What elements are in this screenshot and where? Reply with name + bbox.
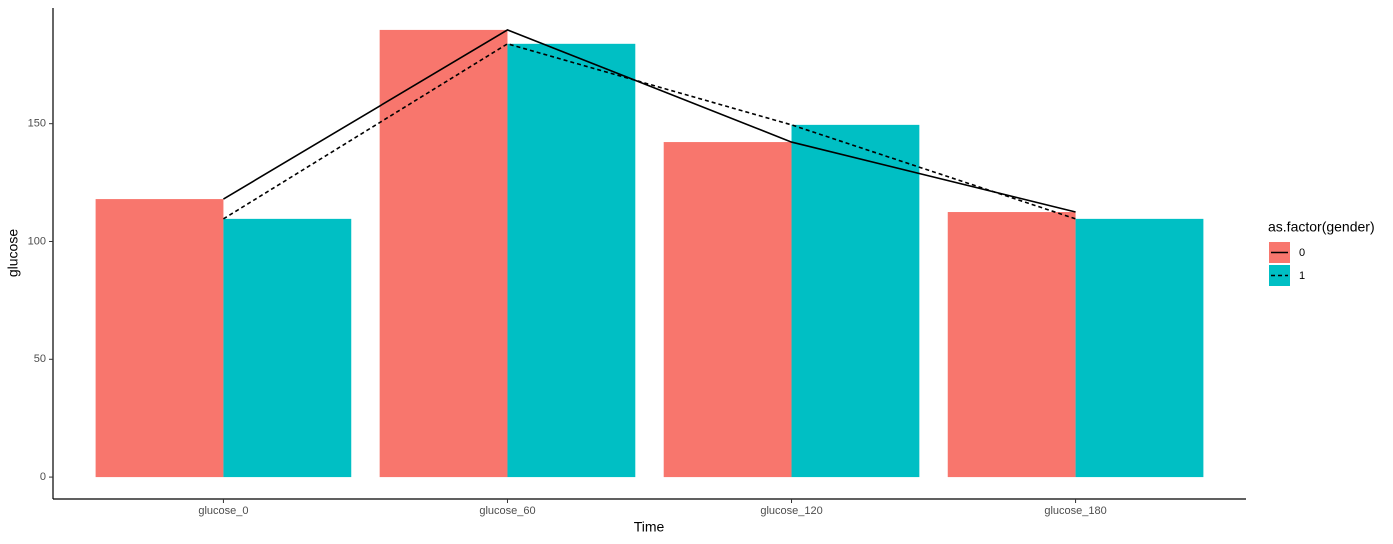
bar [95, 199, 224, 478]
y-axis-title: glucose [5, 229, 21, 277]
x-tick-label: glucose_120 [760, 505, 822, 517]
x-tick-label: glucose_0 [198, 505, 248, 517]
mean-line [223, 42, 1076, 220]
legend-label: 1 [1299, 270, 1305, 282]
legend-label: 0 [1299, 247, 1305, 259]
legend-title: as.factor(gender) [1268, 219, 1375, 235]
bar [947, 212, 1076, 478]
mean-line [223, 29, 1076, 213]
x-tick-label: glucose_180 [1044, 505, 1106, 517]
y-tick-label: 100 [28, 235, 46, 247]
bar [1075, 218, 1204, 478]
bar [663, 142, 792, 478]
bar [791, 124, 920, 478]
bar [507, 43, 636, 478]
x-tick-label: glucose_60 [479, 505, 535, 517]
y-tick-label: 150 [28, 118, 46, 130]
bar [223, 218, 352, 478]
x-axis-title: Time [634, 519, 665, 535]
bar [379, 29, 508, 478]
y-tick-label: 50 [34, 353, 46, 365]
y-tick-label: 0 [40, 471, 46, 483]
